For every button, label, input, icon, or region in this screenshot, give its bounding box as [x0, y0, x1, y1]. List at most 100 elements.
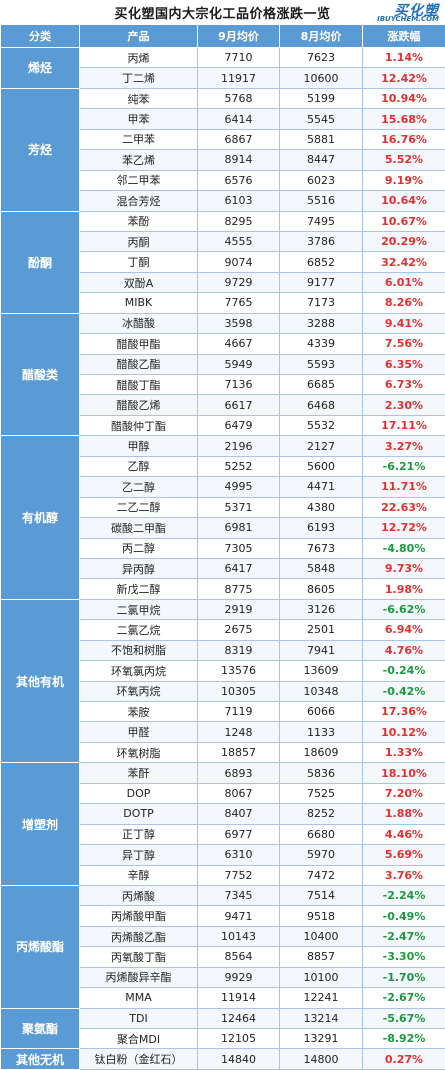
aug-price-cell: 5848: [280, 558, 363, 578]
category-cell: 聚氨酯: [1, 1008, 80, 1049]
aug-price-cell: 5532: [280, 415, 363, 435]
sep-price-cell: 7345: [198, 885, 280, 905]
change-cell: -2.47%: [363, 926, 445, 946]
sep-price-cell: 6867: [198, 129, 280, 149]
aug-price-cell: 7623: [280, 48, 363, 68]
sep-price-cell: 2919: [198, 599, 280, 619]
change-cell: 10.12%: [363, 722, 445, 742]
sep-price-cell: 4555: [198, 231, 280, 251]
sep-price-cell: 7710: [198, 48, 280, 68]
aug-price-cell: 5881: [280, 129, 363, 149]
product-cell: 丙酮: [80, 231, 198, 251]
product-cell: 新戊二醇: [80, 579, 198, 599]
aug-price-cell: 8605: [280, 579, 363, 599]
logo-domain: IBUYCHEM.COM: [377, 15, 439, 23]
sep-price-cell: 12464: [198, 1008, 280, 1028]
aug-price-cell: 6852: [280, 252, 363, 272]
aug-price-cell: 7673: [280, 538, 363, 558]
aug-price-cell: 1133: [280, 722, 363, 742]
title-bar: 买化塑国内大宗化工品价格涨跌一览 买化塑 IBUYCHEM.COM: [0, 0, 445, 24]
change-cell: -0.49%: [363, 906, 445, 926]
change-cell: 15.68%: [363, 109, 445, 129]
category-cell: 其他无机: [1, 1049, 80, 1069]
product-cell: 丙烯酸甲酯: [80, 906, 198, 926]
category-cell: 酚酮: [1, 211, 80, 313]
product-cell: 苯酐: [80, 763, 198, 783]
aug-price-cell: 6680: [280, 824, 363, 844]
change-cell: 20.29%: [363, 231, 445, 251]
aug-price-cell: 7941: [280, 640, 363, 660]
sep-price-cell: 9729: [198, 272, 280, 292]
aug-price-cell: 10600: [280, 68, 363, 88]
category-cell: 其他有机: [1, 599, 80, 763]
change-cell: 10.64%: [363, 191, 445, 211]
change-cell: 6.01%: [363, 272, 445, 292]
product-cell: 碳酸二甲酯: [80, 518, 198, 538]
header-product: 产品: [80, 25, 198, 48]
sep-price-cell: 18857: [198, 742, 280, 762]
sep-price-cell: 8295: [198, 211, 280, 231]
aug-price-cell: 7495: [280, 211, 363, 231]
product-cell: 环氧树脂: [80, 742, 198, 762]
change-cell: -6.21%: [363, 456, 445, 476]
product-cell: 不饱和树脂: [80, 640, 198, 660]
aug-price-cell: 2501: [280, 620, 363, 640]
change-cell: 32.42%: [363, 252, 445, 272]
product-cell: 二乙二醇: [80, 497, 198, 517]
product-cell: 醋酸仲丁酯: [80, 415, 198, 435]
aug-price-cell: 10348: [280, 681, 363, 701]
product-cell: 混合芳烃: [80, 191, 198, 211]
aug-price-cell: 5970: [280, 845, 363, 865]
aug-price-cell: 8857: [280, 947, 363, 967]
change-cell: 17.36%: [363, 702, 445, 722]
change-cell: -3.30%: [363, 947, 445, 967]
aug-price-cell: 3126: [280, 599, 363, 619]
sep-price-cell: 8407: [198, 804, 280, 824]
change-cell: 11.71%: [363, 477, 445, 497]
product-cell: 二氯乙烷: [80, 620, 198, 640]
aug-price-cell: 5199: [280, 88, 363, 108]
product-cell: 丙氧酸丁酯: [80, 947, 198, 967]
product-cell: 邻二甲苯: [80, 170, 198, 190]
aug-price-cell: 13214: [280, 1008, 363, 1028]
change-cell: 6.73%: [363, 375, 445, 395]
product-cell: 丙烯酸乙酯: [80, 926, 198, 946]
sep-price-cell: 6617: [198, 395, 280, 415]
change-cell: 4.46%: [363, 824, 445, 844]
category-cell: 有机醇: [1, 436, 80, 600]
aug-price-cell: 4339: [280, 334, 363, 354]
product-cell: DOTP: [80, 804, 198, 824]
change-cell: -5.67%: [363, 1008, 445, 1028]
header-sep-price: 9月均价: [198, 25, 280, 48]
product-cell: 异丁醇: [80, 845, 198, 865]
aug-price-cell: 7173: [280, 293, 363, 313]
sep-price-cell: 12105: [198, 1029, 280, 1049]
category-cell: 丙烯酸酯: [1, 885, 80, 1008]
sep-price-cell: 2675: [198, 620, 280, 640]
product-cell: DOP: [80, 783, 198, 803]
header-row: 分类 产品 9月均价 8月均价 涨跌幅: [1, 25, 445, 48]
change-cell: 12.42%: [363, 68, 445, 88]
price-table-page: 买化塑国内大宗化工品价格涨跌一览 买化塑 IBUYCHEM.COM 分类 产品 …: [0, 0, 445, 1040]
product-cell: 甲醇: [80, 436, 198, 456]
product-cell: 纯苯: [80, 88, 198, 108]
sep-price-cell: 6977: [198, 824, 280, 844]
change-cell: 1.98%: [363, 579, 445, 599]
product-cell: TDI: [80, 1008, 198, 1028]
product-cell: 苯乙烯: [80, 150, 198, 170]
sep-price-cell: 11914: [198, 988, 280, 1008]
product-cell: 钛白粉（金红石）: [80, 1049, 198, 1069]
sep-price-cell: 6103: [198, 191, 280, 211]
sep-price-cell: 7305: [198, 538, 280, 558]
change-cell: 17.11%: [363, 415, 445, 435]
sep-price-cell: 3598: [198, 313, 280, 333]
product-cell: 丙烯: [80, 48, 198, 68]
category-cell: 醋酸类: [1, 313, 80, 436]
product-cell: 丙二醇: [80, 538, 198, 558]
